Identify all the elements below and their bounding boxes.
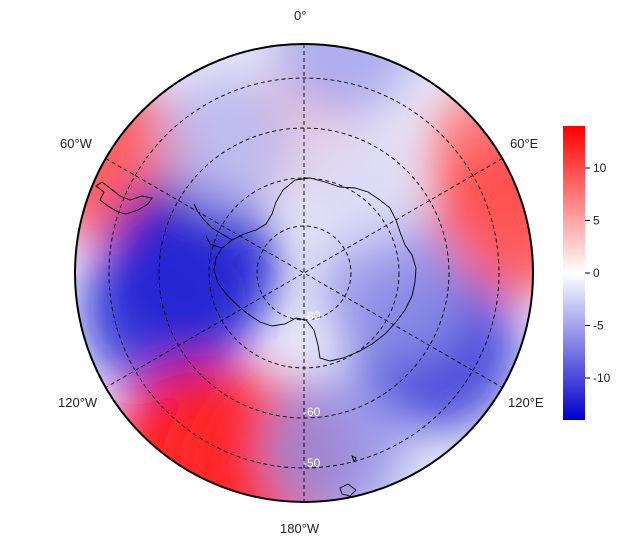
lon-label-180w: 180°W bbox=[280, 521, 320, 536]
lon-label-0: 0° bbox=[294, 8, 307, 23]
lat-circle-50 bbox=[108, 77, 500, 469]
antarctic-peninsula bbox=[193, 203, 233, 249]
meridian-60w-120e bbox=[105, 158, 503, 388]
anomaly-blob-3 bbox=[430, 137, 533, 298]
latitude-labels: -80 -60 -50 bbox=[303, 309, 321, 470]
anomaly-blob-13 bbox=[290, 120, 419, 249]
colorbar: 10 5 0 -5 -10 bbox=[563, 126, 611, 420]
new-zealand bbox=[339, 483, 357, 497]
colorbar-tick-label-2: 0 bbox=[593, 266, 600, 280]
colorbar-ticks: 10 5 0 -5 -10 bbox=[585, 161, 611, 385]
colorbar-gradient bbox=[563, 126, 585, 420]
colorbar-tick-label-1: 5 bbox=[593, 214, 600, 228]
lat-label-60: -60 bbox=[303, 405, 321, 419]
colorbar-tick-label-0: 10 bbox=[593, 161, 607, 175]
tasmania-island bbox=[351, 455, 357, 464]
lon-label-60w: 60°W bbox=[60, 136, 92, 151]
lon-label-60e: 60°E bbox=[510, 136, 539, 151]
meridian-60e-120w bbox=[105, 158, 503, 388]
anomaly-blob-5 bbox=[322, 216, 467, 361]
colorbar-tick-label-3: -5 bbox=[593, 319, 604, 333]
lat-label-50: -50 bbox=[303, 456, 321, 470]
lon-label-120w: 120°W bbox=[58, 395, 98, 410]
lat-label-80: -80 bbox=[303, 309, 321, 323]
lon-label-120e: 120°E bbox=[508, 395, 544, 410]
antarctica-coastline bbox=[213, 177, 417, 362]
coastline-layer bbox=[95, 177, 417, 497]
anomaly-blob-11 bbox=[262, 376, 407, 502]
anomaly-blob-12 bbox=[159, 72, 296, 209]
graticule bbox=[105, 44, 503, 502]
colorbar-tick-label-4: -10 bbox=[593, 371, 611, 385]
map-boundary bbox=[74, 43, 534, 503]
south-america-tip bbox=[95, 181, 153, 215]
anomaly-blob-8 bbox=[82, 225, 251, 394]
